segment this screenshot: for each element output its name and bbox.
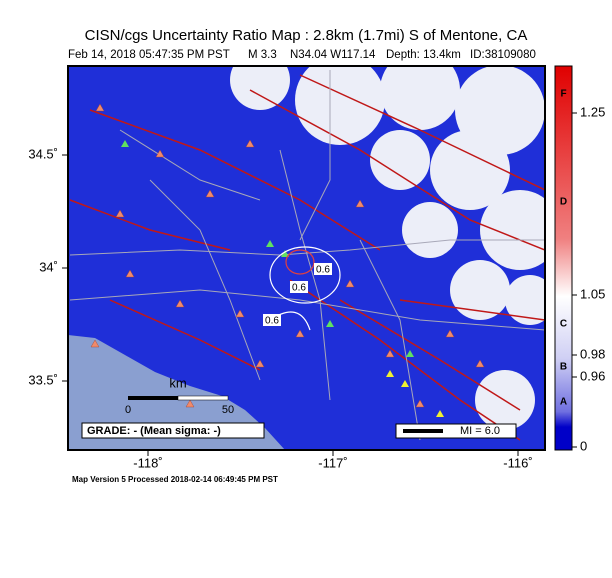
lat-label: 34.5˚ bbox=[28, 146, 58, 161]
event-date: Feb 14, 2018 05:47:35 PM PST bbox=[68, 49, 230, 61]
map-frame bbox=[67, 65, 546, 451]
depth: Depth: 13.4km bbox=[386, 49, 461, 61]
colorbar-label: 1.25 bbox=[580, 104, 605, 119]
grade-letter: F bbox=[560, 89, 566, 100]
colorbar-label: 0.96 bbox=[580, 368, 605, 383]
contour-label: 0.6 bbox=[292, 283, 306, 294]
ocean bbox=[68, 335, 285, 450]
colorbar bbox=[554, 65, 573, 451]
mi-line bbox=[403, 429, 443, 433]
event-id: ID:38109080 bbox=[470, 49, 536, 61]
colorbar-label: 0.98 bbox=[580, 346, 605, 361]
magnitude: M 3.3 bbox=[248, 49, 277, 61]
lat-label: 34˚ bbox=[39, 259, 58, 274]
colorbar-label: 1.05 bbox=[580, 286, 605, 301]
grade: GRADE: - (Mean sigma: -) bbox=[87, 425, 221, 437]
contour-label: 0.6 bbox=[316, 265, 330, 276]
scale-unit: km bbox=[169, 375, 186, 390]
roads bbox=[69, 70, 545, 441]
tick-layer: 34.5˚ 34˚ 33.5˚ -118˚ -117˚ -116˚ 1.25 1.05 0.98… bbox=[28, 89, 605, 471]
contour-labels: 0.6 0.6 0.6 bbox=[263, 263, 332, 327]
stations-alt bbox=[121, 140, 414, 357]
mi-box bbox=[395, 423, 517, 439]
grade-letter: B bbox=[560, 362, 567, 373]
footer: Map Version 5 Processed 2018-02-14 06:49… bbox=[72, 475, 278, 484]
stations-yellow bbox=[386, 370, 444, 417]
grade-letter: C bbox=[560, 319, 567, 330]
colorbar-label: 0 bbox=[580, 438, 587, 453]
scale-end: 50 bbox=[222, 404, 234, 416]
map: 0.6 0.6 0.6 km 0 50 GRADE: - (Mean sigma… bbox=[68, 66, 545, 450]
scale-bar-segment bbox=[177, 395, 229, 401]
grade-box bbox=[81, 422, 265, 439]
grade-letter: D bbox=[560, 197, 567, 208]
contour-label: 0.6 bbox=[265, 316, 279, 327]
grade-letter: A bbox=[560, 397, 567, 408]
stations bbox=[90, 103, 485, 408]
lon-label: -117˚ bbox=[318, 455, 347, 470]
mi-legend: MI = 6.0 bbox=[460, 425, 500, 437]
low-uncertainty-areas bbox=[230, 66, 545, 430]
faults bbox=[69, 74, 545, 441]
contours bbox=[269, 246, 341, 331]
lat-label: 33.5˚ bbox=[28, 372, 58, 387]
scale-start: 0 bbox=[125, 404, 131, 416]
lon-label: -116˚ bbox=[503, 455, 532, 470]
lon-label: -118˚ bbox=[133, 455, 162, 470]
location: N34.04 W117.14 bbox=[290, 49, 376, 61]
title: CISN/cgs Uncertainty Ratio Map : 2.8km (… bbox=[85, 27, 528, 44]
